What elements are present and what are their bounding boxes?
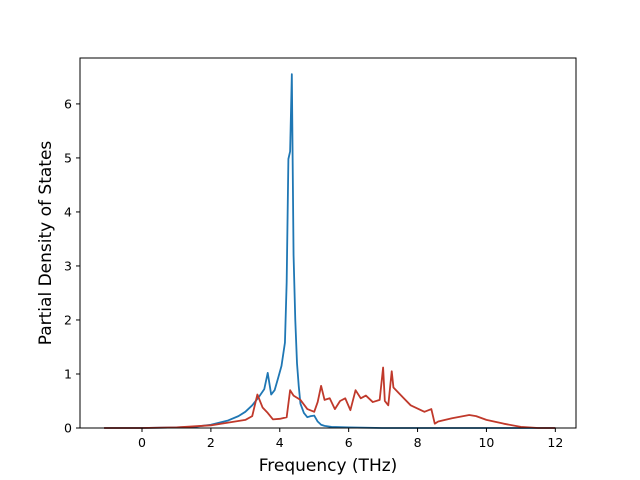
y-tick-label: 0 xyxy=(64,421,72,436)
series-line-2 xyxy=(104,366,556,429)
series-line-1 xyxy=(104,73,556,429)
y-tick-label: 5 xyxy=(64,150,72,165)
x-tick-label: 0 xyxy=(138,435,146,450)
x-tick-label: 6 xyxy=(345,435,353,450)
y-tick-label: 3 xyxy=(64,258,72,273)
x-tick-label: 10 xyxy=(478,435,494,450)
x-tick-label: 2 xyxy=(207,435,215,450)
series-lines xyxy=(104,73,556,429)
y-axis-label: Partial Density of States xyxy=(36,141,56,346)
x-tick-label: 8 xyxy=(414,435,422,450)
y-tick-label: 1 xyxy=(64,366,72,381)
x-tick-label: 12 xyxy=(547,435,563,450)
y-tick-label: 4 xyxy=(64,204,72,219)
plot-frame xyxy=(79,57,577,429)
y-tick-label: 6 xyxy=(64,96,72,111)
x-axis-label: Frequency (THz) xyxy=(259,456,398,476)
y-tick-label: 2 xyxy=(64,312,72,327)
x-tick-label: 4 xyxy=(276,435,284,450)
